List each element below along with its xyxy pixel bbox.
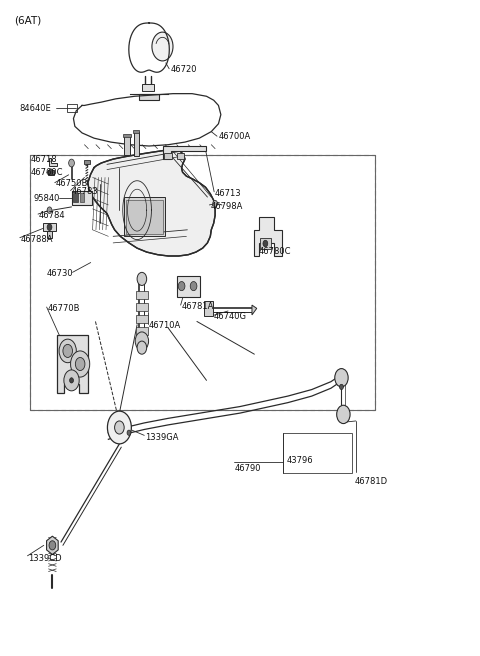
Polygon shape (47, 536, 58, 554)
Text: 46710A: 46710A (149, 321, 181, 330)
Bar (73, 193, 78, 202)
Circle shape (336, 405, 350, 424)
Bar (136, 291, 148, 299)
Polygon shape (47, 231, 52, 237)
Circle shape (135, 332, 149, 350)
Bar (72, 190, 92, 205)
Bar (124, 135, 130, 155)
Text: 46720: 46720 (170, 65, 197, 74)
Polygon shape (88, 150, 215, 256)
Bar (260, 237, 271, 249)
Bar (84, 161, 90, 165)
Bar (143, 85, 155, 91)
Text: 46798A: 46798A (210, 202, 243, 211)
Circle shape (47, 207, 52, 213)
Polygon shape (252, 305, 257, 315)
Text: 84640E: 84640E (19, 104, 50, 113)
Bar (124, 197, 165, 236)
Circle shape (190, 281, 197, 291)
Text: 46783: 46783 (72, 188, 98, 196)
Bar (164, 153, 171, 159)
Bar (283, 433, 352, 474)
Circle shape (137, 341, 147, 354)
Circle shape (213, 200, 217, 207)
Circle shape (178, 281, 185, 291)
Text: 1339GA: 1339GA (145, 433, 179, 442)
Bar (80, 193, 84, 202)
Bar (134, 132, 139, 157)
Bar (177, 153, 184, 159)
Circle shape (127, 430, 131, 436)
Text: 46780C: 46780C (258, 247, 291, 256)
Text: 95840: 95840 (33, 194, 60, 203)
Circle shape (70, 378, 73, 383)
Text: 46781A: 46781A (181, 302, 214, 311)
Text: 46750B: 46750B (56, 180, 88, 188)
Bar (136, 315, 148, 323)
Text: 46740G: 46740G (214, 312, 247, 321)
Bar (30, 155, 375, 410)
Circle shape (59, 339, 76, 363)
Circle shape (48, 169, 53, 175)
Text: 46788A: 46788A (21, 235, 53, 244)
Text: 46760C: 46760C (30, 169, 63, 177)
Circle shape (137, 272, 147, 285)
Bar (67, 104, 77, 112)
Circle shape (49, 541, 56, 550)
Bar (204, 300, 213, 316)
Bar (140, 94, 158, 100)
Text: 46713: 46713 (215, 189, 242, 197)
Circle shape (64, 370, 79, 391)
Circle shape (263, 240, 268, 247)
Polygon shape (254, 216, 282, 256)
Circle shape (71, 351, 90, 377)
Bar (30, 155, 375, 410)
Circle shape (339, 384, 343, 390)
Text: 46784: 46784 (39, 211, 66, 220)
Bar (123, 134, 131, 137)
Circle shape (63, 344, 72, 358)
Circle shape (75, 358, 85, 371)
Text: 46700A: 46700A (218, 132, 251, 140)
Bar (136, 327, 148, 335)
Polygon shape (57, 335, 88, 394)
Circle shape (47, 224, 52, 230)
Text: 46770B: 46770B (48, 304, 80, 313)
Bar (126, 199, 163, 234)
Text: (6AT): (6AT) (14, 15, 41, 26)
Text: 1339CD: 1339CD (28, 554, 62, 563)
Circle shape (152, 32, 173, 61)
Circle shape (108, 411, 132, 444)
Text: 46790: 46790 (234, 464, 261, 473)
Polygon shape (48, 158, 57, 166)
Circle shape (69, 159, 74, 167)
Polygon shape (43, 223, 56, 231)
Text: 43796: 43796 (287, 456, 313, 464)
Bar (133, 130, 140, 133)
Text: 46730: 46730 (46, 268, 73, 277)
Text: 46718: 46718 (30, 155, 57, 164)
Circle shape (115, 421, 124, 434)
Polygon shape (163, 146, 205, 159)
Bar (136, 303, 148, 311)
Text: 46781D: 46781D (355, 478, 388, 486)
Polygon shape (48, 170, 54, 174)
Bar (177, 276, 200, 297)
Circle shape (335, 369, 348, 387)
